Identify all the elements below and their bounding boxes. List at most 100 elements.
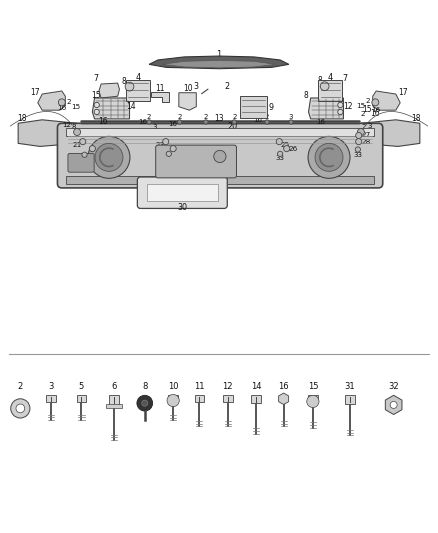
Circle shape [307, 395, 319, 408]
Polygon shape [151, 92, 169, 102]
Polygon shape [357, 120, 420, 147]
Text: 16: 16 [316, 118, 325, 125]
Text: 4: 4 [328, 73, 333, 82]
Bar [345, 395, 355, 404]
Circle shape [372, 99, 379, 106]
Circle shape [166, 151, 171, 157]
Polygon shape [66, 176, 374, 183]
Circle shape [320, 82, 329, 91]
Polygon shape [162, 60, 276, 68]
Text: 1: 1 [216, 50, 222, 59]
Text: 15: 15 [356, 103, 366, 109]
Text: 13: 13 [214, 114, 224, 123]
Text: 8: 8 [72, 124, 76, 130]
Text: 33: 33 [276, 155, 285, 161]
Text: 2: 2 [365, 98, 370, 103]
Circle shape [94, 109, 99, 115]
Polygon shape [308, 98, 343, 119]
Text: 29: 29 [215, 145, 225, 154]
Circle shape [167, 394, 179, 407]
Text: 3: 3 [194, 82, 199, 91]
Circle shape [82, 152, 87, 157]
Circle shape [162, 139, 169, 144]
Text: 15: 15 [307, 382, 318, 391]
Circle shape [125, 82, 134, 91]
Polygon shape [92, 98, 130, 119]
Text: 25: 25 [281, 142, 290, 148]
Text: 2: 2 [265, 114, 269, 120]
Text: 2: 2 [232, 114, 237, 120]
Text: 12: 12 [63, 122, 71, 128]
Text: 17: 17 [30, 88, 39, 97]
Text: 21: 21 [72, 142, 81, 148]
Text: 6: 6 [112, 382, 117, 391]
Circle shape [355, 147, 360, 152]
Text: 14: 14 [251, 382, 261, 391]
Text: 10: 10 [183, 84, 192, 93]
Bar [168, 395, 178, 400]
Text: 2: 2 [177, 114, 182, 120]
Bar [308, 395, 318, 401]
Text: 2: 2 [66, 99, 71, 106]
Circle shape [232, 120, 237, 124]
Text: 8: 8 [142, 382, 148, 391]
Text: 16: 16 [371, 107, 381, 113]
Bar [223, 395, 233, 402]
Circle shape [338, 102, 343, 108]
Bar [106, 404, 122, 408]
Text: 3: 3 [152, 124, 157, 130]
FancyBboxPatch shape [155, 145, 237, 178]
Circle shape [276, 139, 283, 144]
Circle shape [289, 120, 293, 124]
Circle shape [204, 120, 208, 124]
Text: 15: 15 [91, 91, 101, 100]
Text: 14: 14 [126, 102, 136, 111]
Circle shape [95, 143, 123, 171]
Circle shape [278, 151, 283, 157]
Text: 3: 3 [367, 123, 372, 129]
Circle shape [142, 400, 148, 406]
Bar [77, 395, 86, 402]
Polygon shape [373, 91, 400, 110]
Polygon shape [38, 91, 65, 110]
Bar [110, 395, 119, 405]
Text: 33: 33 [353, 152, 362, 158]
Text: 31: 31 [345, 382, 355, 391]
Circle shape [390, 401, 397, 408]
Text: 32: 32 [389, 382, 399, 391]
Text: 2: 2 [147, 114, 152, 120]
Text: 10: 10 [168, 382, 178, 391]
Text: 2: 2 [18, 382, 23, 391]
Polygon shape [179, 93, 196, 110]
Text: 20: 20 [227, 122, 237, 131]
Polygon shape [99, 83, 120, 98]
Text: 16: 16 [99, 117, 108, 126]
Text: 33: 33 [164, 155, 173, 161]
Text: 18: 18 [17, 114, 26, 123]
Bar [318, 79, 343, 101]
Bar [194, 395, 204, 402]
Circle shape [74, 128, 81, 135]
Text: 16: 16 [278, 382, 289, 391]
FancyBboxPatch shape [57, 123, 383, 188]
Text: 27: 27 [362, 132, 371, 138]
Circle shape [284, 146, 290, 152]
Text: 11: 11 [155, 84, 165, 93]
Text: 24: 24 [176, 146, 185, 151]
Text: 2: 2 [361, 111, 365, 117]
Text: 2: 2 [204, 114, 208, 120]
Text: 11: 11 [194, 382, 205, 391]
Text: 3: 3 [48, 382, 53, 391]
FancyBboxPatch shape [68, 154, 94, 172]
Bar [251, 395, 261, 403]
Bar [46, 395, 56, 402]
Circle shape [315, 143, 343, 171]
Text: 7: 7 [93, 74, 99, 83]
Circle shape [80, 139, 86, 144]
Circle shape [308, 136, 350, 179]
Text: 2: 2 [362, 124, 366, 130]
Text: 17: 17 [399, 88, 408, 97]
Text: 15: 15 [71, 104, 81, 110]
Text: 15: 15 [363, 105, 372, 114]
Circle shape [177, 120, 182, 124]
